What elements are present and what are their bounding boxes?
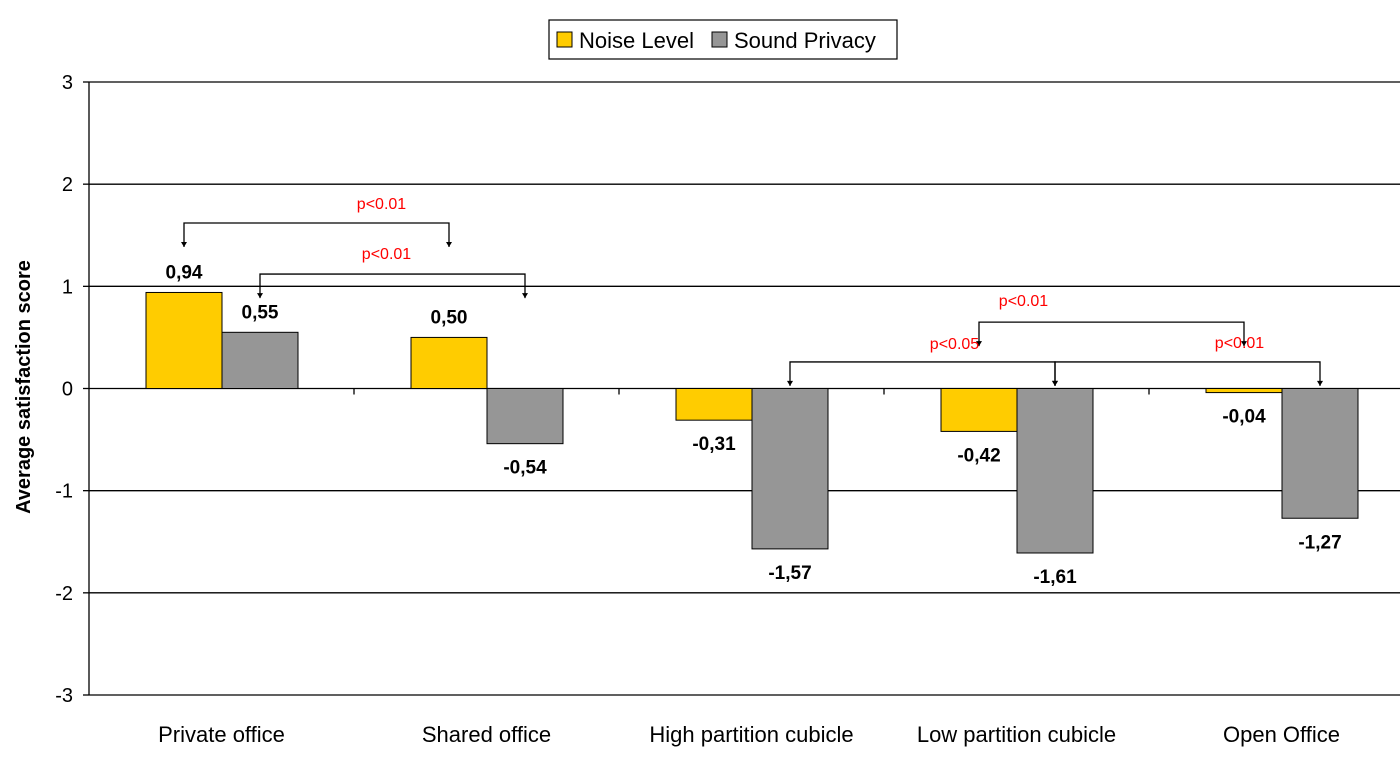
data-label-noise-level-shared-office: 0,50 bbox=[431, 307, 468, 328]
axes bbox=[83, 81, 1400, 696]
data-label-sound-privacy-private-office: 0,55 bbox=[242, 302, 279, 323]
significance-label: p<0.01 bbox=[999, 293, 1048, 310]
legend-swatch-sound-privacy bbox=[711, 31, 728, 48]
bar-noise-level-private-office bbox=[145, 291, 223, 390]
category-label-high-partition-cubicle: High partition cubicle bbox=[649, 722, 853, 747]
y-tick-label: 0 bbox=[62, 379, 73, 401]
arrowhead bbox=[1052, 380, 1058, 386]
bracket-line bbox=[978, 321, 1245, 347]
arrowhead bbox=[1241, 341, 1247, 347]
bar-sound-privacy-private-office bbox=[221, 331, 299, 389]
significance-bracket: p<0.01 bbox=[257, 246, 528, 299]
arrowhead bbox=[181, 241, 187, 247]
bracket-line bbox=[183, 222, 450, 247]
bar-noise-level-low-partition-cubicle bbox=[940, 388, 1018, 432]
significance-bracket: p<0.05 bbox=[787, 336, 1058, 386]
y-tick-label: 3 bbox=[62, 72, 73, 94]
legend-label-noise-level: Noise Level bbox=[579, 28, 694, 53]
y-tick-label: -1 bbox=[55, 481, 73, 503]
arrowhead bbox=[257, 293, 263, 299]
category-label-open-office: Open Office bbox=[1223, 722, 1340, 747]
bar-noise-level-open-office bbox=[1205, 388, 1283, 394]
y-axis-label: Average satisfaction score bbox=[13, 260, 35, 514]
y-tick-label: -2 bbox=[55, 583, 73, 605]
labels: -3 -2 -1 0 1 2 3 0,94 0,50 -0,31 -0,42 -0,04 0,55 -0,… bbox=[55, 72, 1341, 747]
arrowhead bbox=[976, 341, 982, 347]
arrowhead bbox=[446, 241, 452, 247]
category-label-shared-office: Shared office bbox=[422, 722, 551, 747]
bar-sound-privacy-shared-office bbox=[486, 388, 564, 445]
data-label-noise-level-open-office: -0,04 bbox=[1222, 407, 1266, 428]
bracket-line bbox=[1054, 361, 1321, 386]
significance-bracket: p<0.01 bbox=[976, 293, 1247, 347]
significance-label: p<0.05 bbox=[930, 336, 979, 353]
significance-annotations: p<0.01 p<0.01 p<0.01 p<0.05 p<0.01 bbox=[181, 196, 1323, 386]
bar-sound-privacy-open-office bbox=[1281, 388, 1359, 519]
bars bbox=[145, 291, 1359, 554]
data-label-sound-privacy-shared-office: -0,54 bbox=[503, 458, 547, 479]
data-label-sound-privacy-open-office: -1,27 bbox=[1298, 532, 1341, 553]
significance-label: p<0.01 bbox=[362, 246, 411, 263]
bracket-line bbox=[259, 273, 526, 299]
y-tick-label: -3 bbox=[55, 685, 73, 707]
significance-label: p<0.01 bbox=[357, 196, 406, 213]
bar-sound-privacy-high-partition-cubicle bbox=[751, 388, 829, 550]
data-label-sound-privacy-high-partition-cubicle: -1,57 bbox=[768, 563, 811, 584]
significance-bracket: p<0.01 bbox=[181, 196, 452, 247]
data-label-noise-level-low-partition-cubicle: -0,42 bbox=[957, 445, 1000, 466]
bracket-line bbox=[789, 361, 1056, 386]
bar-noise-level-high-partition-cubicle bbox=[675, 388, 753, 421]
category-label-low-partition-cubicle: Low partition cubicle bbox=[917, 722, 1116, 747]
bar-sound-privacy-low-partition-cubicle bbox=[1016, 388, 1094, 554]
bar-noise-level-shared-office bbox=[410, 336, 488, 389]
arrowhead bbox=[522, 293, 528, 299]
data-label-noise-level-high-partition-cubicle: -0,31 bbox=[692, 434, 736, 455]
arrowhead bbox=[787, 380, 793, 386]
legend-label-sound-privacy: Sound Privacy bbox=[734, 28, 876, 53]
category-label-private-office: Private office bbox=[158, 722, 285, 747]
significance-label: p<0.01 bbox=[1215, 335, 1264, 352]
data-label-noise-level-private-office: 0,94 bbox=[166, 262, 203, 283]
data-label-sound-privacy-low-partition-cubicle: -1,61 bbox=[1033, 567, 1077, 588]
y-tick-label: 1 bbox=[62, 276, 73, 298]
legend: Noise Level Sound Privacy bbox=[548, 19, 898, 60]
y-tick-label: 2 bbox=[62, 174, 73, 196]
significance-bracket: p<0.01 bbox=[1052, 335, 1323, 386]
legend-swatch-noise-level bbox=[556, 31, 573, 48]
arrowhead bbox=[1317, 380, 1323, 386]
